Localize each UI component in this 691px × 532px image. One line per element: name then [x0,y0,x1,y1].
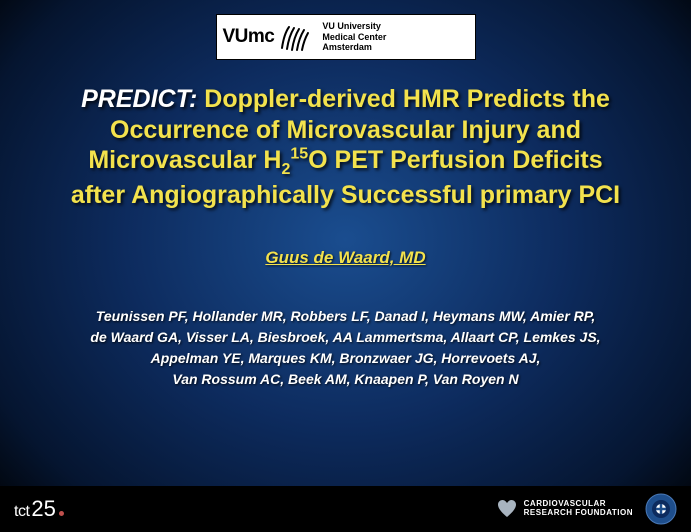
institution-logo: VUmc VU University Medical Center Amster… [216,14,476,60]
tct-number: 25 [31,496,55,522]
authors-line1: Teunissen PF, Hollander MR, Robbers LF, … [40,306,651,327]
title-line3a: Microvascular H [88,146,281,174]
presenter-name: Guus de Waard, MD [0,248,691,268]
authors-line4: Van Rossum AC, Beek AM, Knaapen P, Van R… [40,369,651,390]
authors-line2: de Waard GA, Visser LA, Biesbroek, AA La… [40,327,651,348]
crf-text: CARDIOVASCULAR RESEARCH FOUNDATION [524,500,633,518]
title-sup: 15 [290,146,308,163]
logo-org-line3: Amsterdam [322,42,386,52]
crf-line2: RESEARCH FOUNDATION [524,509,633,518]
logo-org-line2: Medical Center [322,32,386,42]
crf-heart-icon [496,498,518,520]
logo-brand-text: VUmc [223,26,275,48]
author-list: Teunissen PF, Hollander MR, Robbers LF, … [40,306,651,390]
crf-logo: CARDIOVASCULAR RESEARCH FOUNDATION [496,498,633,520]
seal-icon [645,493,677,525]
footer-right-group: CARDIOVASCULAR RESEARCH FOUNDATION [496,493,677,525]
logo-left-group: VUmc [223,22,313,52]
logo-org-text: VU University Medical Center Amsterdam [322,21,386,52]
tct-accent-icon [59,511,64,516]
title-line3b: O PET Perfusion Deficits [308,146,603,174]
logo-org-line1: VU University [322,21,386,31]
authors-line3: Appelman YE, Marques KM, Bronzwaer JG, H… [40,348,651,369]
conference-logo: tct 25 [14,496,64,522]
title-line4: after Angiographically Successful primar… [71,181,620,209]
title-prefix: PREDICT: [81,85,197,113]
title-line2: Occurrence of Microvascular Injury and [110,116,581,144]
slide-title: PREDICT: Doppler-derived HMR Predicts th… [40,84,651,210]
slide-footer: tct 25 CARDIOVASCULAR RESEARCH FOUNDATIO… [0,486,691,532]
logo-mark-icon [276,22,312,52]
title-sub: 2 [281,161,290,178]
title-line1: Doppler-derived HMR Predicts the [197,85,610,113]
title-line3: Microvascular H215O PET Perfusion Defici… [88,146,602,174]
tct-text: tct [14,503,29,521]
